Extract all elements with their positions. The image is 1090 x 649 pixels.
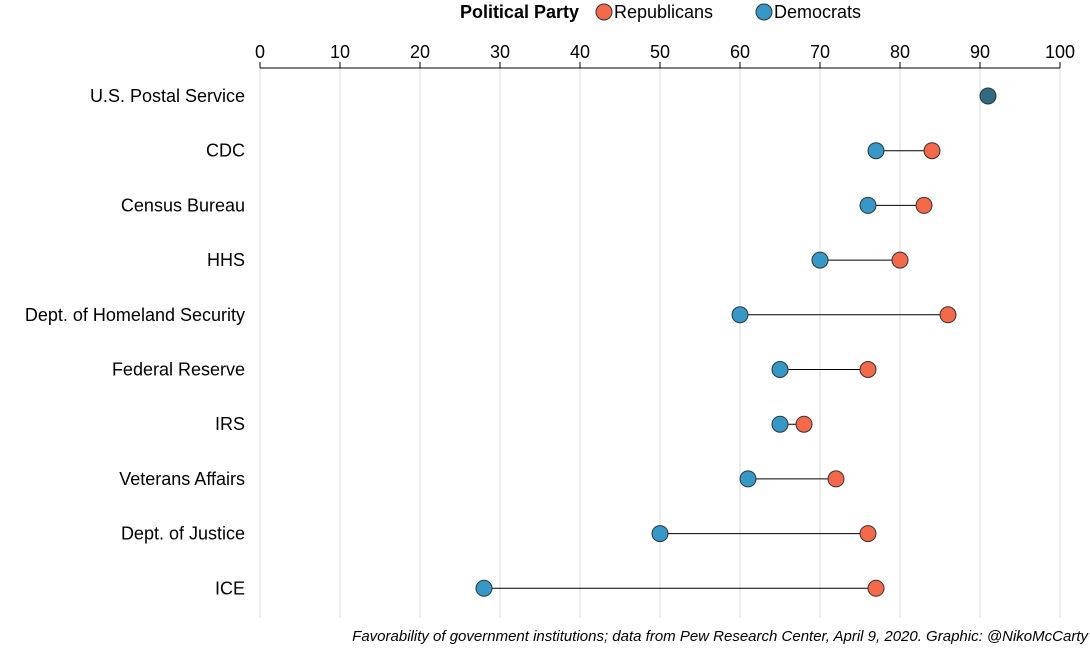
point-republicans xyxy=(939,306,957,324)
point-democrats xyxy=(859,196,877,214)
point-republicans xyxy=(915,196,933,214)
point-republicans xyxy=(827,470,845,488)
x-tick-label: 90 xyxy=(970,42,990,62)
point-overlap xyxy=(979,87,997,105)
point-democrats xyxy=(771,361,789,378)
caption: Favorability of government institutions;… xyxy=(352,628,1089,645)
legend-label-republicans: Republicans xyxy=(614,2,713,22)
x-tick-label: 60 xyxy=(730,42,750,62)
legend-marker-democrats xyxy=(755,3,773,21)
point-democrats xyxy=(651,525,669,543)
point-democrats xyxy=(739,470,757,488)
category-label: HHS xyxy=(207,250,245,270)
point-democrats xyxy=(475,579,493,597)
point-republicans xyxy=(923,142,941,160)
x-tick-label: 80 xyxy=(890,42,910,62)
x-tick-label: 70 xyxy=(810,42,830,62)
legend-marker-republicans xyxy=(595,3,613,21)
x-tick-labels: 0 10 20 30 40 50 60 70 80 90 100 xyxy=(255,42,1075,68)
point-republicans xyxy=(867,579,885,597)
category-label: Veterans Affairs xyxy=(119,469,245,489)
category-label: ICE xyxy=(215,578,245,598)
point-democrats xyxy=(771,415,789,433)
category-label: IRS xyxy=(215,414,245,434)
category-label: Dept. of Justice xyxy=(121,524,245,544)
x-tick-label: 30 xyxy=(490,42,510,62)
category-label: Dept. of Homeland Security xyxy=(25,305,245,325)
point-democrats xyxy=(867,142,885,160)
point-republicans xyxy=(859,361,877,378)
data-marks xyxy=(475,87,997,597)
x-tick-label: 20 xyxy=(410,42,430,62)
category-label: U.S. Postal Service xyxy=(90,86,245,106)
point-republicans xyxy=(859,525,877,543)
point-democrats xyxy=(731,306,749,324)
x-tick-label: 40 xyxy=(570,42,590,62)
category-label: Census Bureau xyxy=(121,195,245,215)
category-label: Federal Reserve xyxy=(112,360,245,380)
x-tick-label: 10 xyxy=(330,42,350,62)
category-label: CDC xyxy=(206,141,245,161)
point-republicans xyxy=(891,251,909,269)
legend: Political Party Republicans Democrats xyxy=(460,2,861,22)
grid-lines xyxy=(259,68,1061,618)
x-tick-label: 50 xyxy=(650,42,670,62)
x-tick-label: 0 xyxy=(255,42,265,62)
category-labels: U.S. Postal Service CDC Census Bureau HHS De… xyxy=(25,86,245,598)
legend-title: Political Party xyxy=(460,2,579,22)
legend-label-democrats: Democrats xyxy=(774,2,861,22)
point-democrats xyxy=(811,251,829,269)
x-tick-label: 100 xyxy=(1045,42,1075,62)
point-republicans xyxy=(795,415,813,433)
